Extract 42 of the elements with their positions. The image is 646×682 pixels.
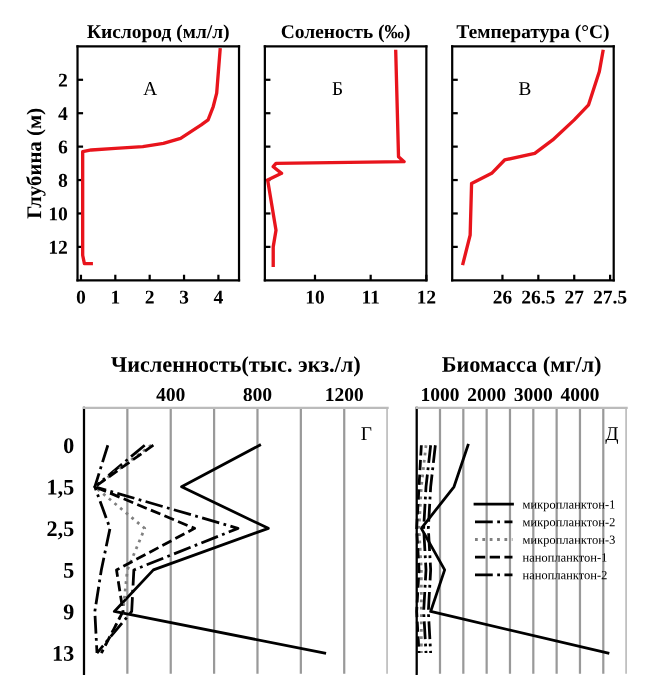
y-tick-label: 13 xyxy=(53,646,74,661)
annotation: В xyxy=(518,82,531,96)
x-tick-label: 1000 xyxy=(422,387,459,402)
annotation: А xyxy=(143,82,158,95)
x-tick-label: 2 xyxy=(145,290,154,304)
x-tick-label: 10 xyxy=(306,290,324,304)
annotation: Д xyxy=(605,427,619,445)
x-tick-label: 1200 xyxy=(326,387,363,402)
y-tick-label: 5 xyxy=(64,563,74,578)
x-tick-label: 26 xyxy=(493,290,512,304)
x-tick-label: 26.5 xyxy=(522,290,555,304)
y-tick-label: 1,5 xyxy=(48,479,74,498)
annotation: Б xyxy=(332,82,342,95)
x-tick-label: 4 xyxy=(213,290,223,304)
y-tick-label: 9 xyxy=(63,604,74,620)
x-tick-label: 2000 xyxy=(468,387,506,402)
x-tick-label: 11 xyxy=(363,290,379,304)
chart-title: Кислород (мл/л) xyxy=(87,24,229,43)
x-tick-label: 12 xyxy=(418,290,436,304)
y-tick-label: 0 xyxy=(63,438,74,454)
y-tick-label: 6 xyxy=(58,140,68,154)
y-tick-label: 2,5 xyxy=(47,521,74,540)
x-tick-label: 4000 xyxy=(560,387,599,402)
x-tick-label: 27.5 xyxy=(593,290,627,304)
chart-title: Численность(тыс. экз./л) xyxy=(111,356,360,377)
y-tick-label: 10 xyxy=(49,207,68,221)
x-tick-label: 1 xyxy=(112,290,120,304)
y-tick-label: 4 xyxy=(58,107,68,120)
y-tick-label: 12 xyxy=(49,240,67,254)
x-tick-label: 3000 xyxy=(514,387,553,402)
x-tick-label: 27 xyxy=(565,290,584,304)
x-tick-label: 3 xyxy=(179,290,189,304)
chart-title: Соленость (‰) xyxy=(281,24,410,43)
chart-title: Температура (°C) xyxy=(456,24,609,43)
y-tick-label: 8 xyxy=(58,173,68,187)
x-tick-label: 800 xyxy=(243,387,272,402)
y-tick-label: 2 xyxy=(58,73,67,87)
x-tick-label: 400 xyxy=(156,387,185,402)
annotation: Г xyxy=(361,427,372,440)
y-axis-title: Глубина (м) xyxy=(26,108,46,219)
chart-title: Биомасса (мг/л) xyxy=(442,356,601,377)
x-tick-label: 0 xyxy=(76,290,86,304)
